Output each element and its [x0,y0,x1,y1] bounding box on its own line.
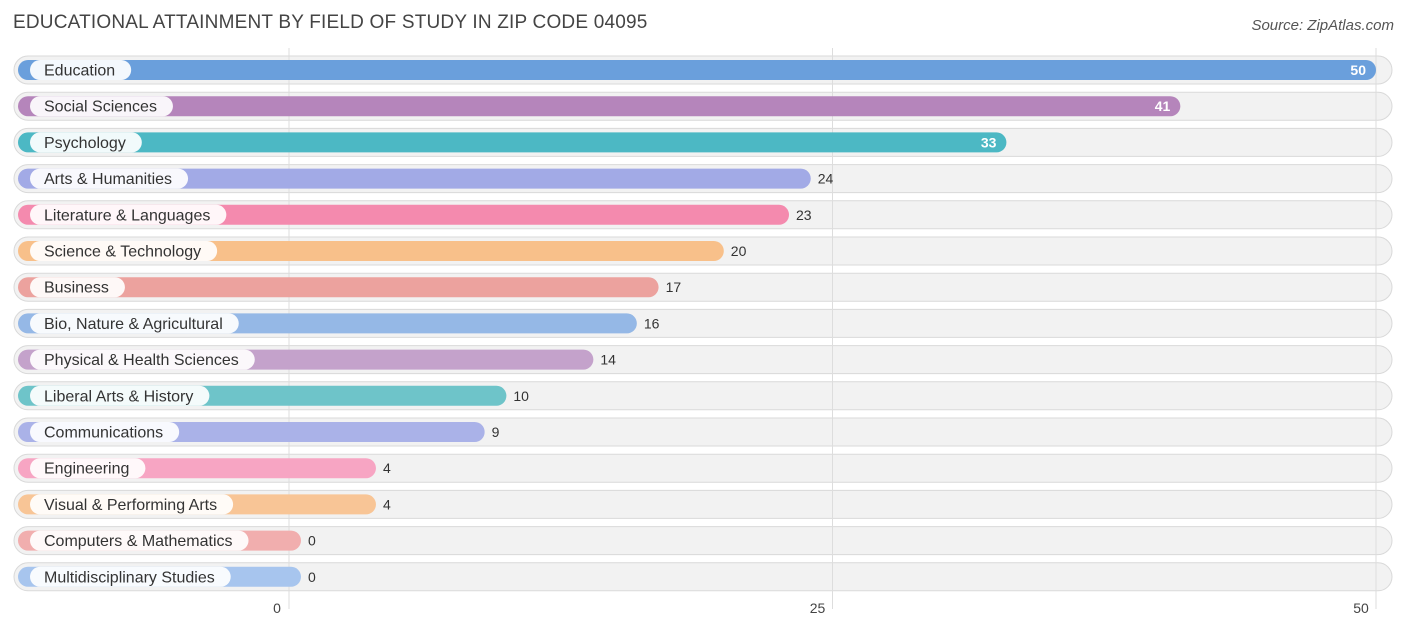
value-label: 4 [383,460,391,476]
bar-group: Social Sciences 41 [18,96,1181,117]
bar-group: Computers & Mathematics 0 [18,530,316,551]
category-label-pill [30,313,239,334]
category-label: Bio, Nature & Agricultural [44,316,223,333]
category-label-pill [30,168,189,189]
chart-title: EDUCATIONAL ATTAINMENT BY FIELD OF STUDY… [13,12,648,33]
bar-group: Business 17 [18,277,682,298]
bar-group: Science & Technology 20 [18,241,747,261]
bar-group: Arts & Humanities 24 [18,168,834,189]
bar [18,60,1376,80]
row-background [13,526,1393,556]
category-label: Psychology [44,135,126,152]
value-label: 0 [308,533,316,549]
category-label-pill [30,96,173,117]
bar-group: Visual & Performing Arts 4 [18,494,391,515]
category-label: Literature & Languages [44,207,210,224]
x-tick-label: 50 [1353,600,1369,616]
category-label: Social Sciences [44,99,157,116]
category-label: Education [44,63,115,80]
value-label: 0 [308,569,316,585]
bar-group: Psychology 33 [18,132,1007,153]
value-label: 17 [666,279,682,295]
category-label-pill [30,458,146,479]
bar [18,168,811,189]
category-label-pill [30,349,255,370]
value-label: 10 [513,388,529,404]
category-label: Visual & Performing Arts [44,497,217,514]
category-label-pill [30,241,218,261]
value-label: 50 [1350,62,1366,78]
category-label-pill [30,530,249,551]
category-label: Multidisciplinary Studies [44,569,215,586]
x-tick-label: 25 [810,600,826,616]
bar [18,132,1007,153]
value-label: 20 [731,243,747,259]
bar-group: Multidisciplinary Studies 0 [18,566,316,587]
x-tick-label: 0 [273,600,281,616]
value-label: 33 [981,134,997,150]
x-axis-ticks: 0 25 50 [273,600,1369,616]
value-label: 23 [796,207,812,223]
bar-group: Engineering 4 [18,458,391,479]
category-label: Physical & Health Sciences [44,352,239,369]
category-label-pill [30,277,125,298]
value-label: 41 [1155,98,1171,114]
bar-group: Bio, Nature & Agricultural 16 [18,313,660,334]
bar-group: Literature & Languages 23 [18,204,812,225]
category-label-pill [30,60,132,80]
bars: Education 50 Social Sciences 41 Psychology 33… [18,60,1376,587]
value-label: 9 [492,424,500,440]
source-label: Source: ZipAtlas.com [1251,17,1394,34]
category-label-pill [30,204,227,225]
row-background [13,562,1393,592]
category-label: Arts & Humanities [44,171,172,188]
category-label-pill [30,132,142,153]
category-label-pill [30,494,234,515]
bar-group: Liberal Arts & History 10 [18,385,529,406]
category-label: Science & Technology [44,244,201,261]
category-label: Communications [44,425,163,442]
category-label-pill [30,385,210,406]
bar-group: Education 50 [18,60,1376,80]
value-label: 4 [383,496,391,512]
bar-group: Physical & Health Sciences 14 [18,349,616,370]
bar-group: Communications 9 [18,422,500,442]
category-label: Engineering [44,461,129,478]
value-label: 16 [644,315,660,331]
value-label: 24 [818,171,834,187]
category-label: Liberal Arts & History [44,388,193,405]
category-label-pill [30,422,180,442]
bar [18,277,659,298]
bar [18,96,1181,117]
category-label: Business [44,280,109,297]
category-label-pill [30,566,231,587]
category-label: Computers & Mathematics [44,533,233,550]
value-label: 14 [600,352,616,368]
